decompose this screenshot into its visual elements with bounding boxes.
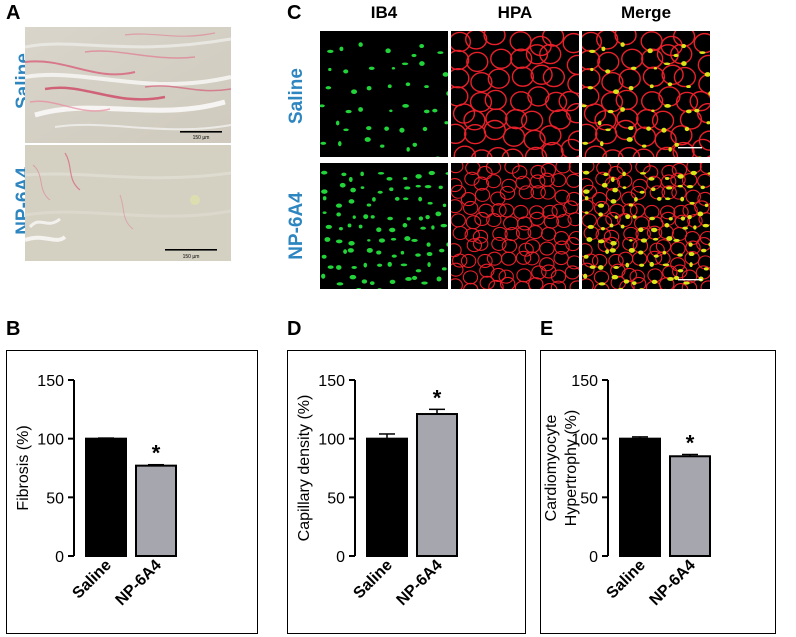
panel-c-column-ib4: IB4 <box>370 3 398 22</box>
panel-e-letter: E <box>540 318 554 340</box>
y-axis-label: Cardiomyocyte <box>543 415 560 522</box>
y-tick-label: 0 <box>589 549 598 566</box>
capillary-density-bar-chart: 0 50 100 150 Saline * NP-6A4 Capillary density … <box>287 350 526 634</box>
y-tick-label: 150 <box>318 373 345 390</box>
panel-c-column-hpa: HPA <box>497 3 533 22</box>
chart-frame <box>540 350 776 634</box>
y-axis-label: Hypertrophy (%) <box>563 410 580 526</box>
ib4-saline-image <box>319 31 455 172</box>
y-axis-label: Fibrosis (%) <box>15 425 32 510</box>
y-tick-label: 50 <box>580 490 598 507</box>
bar-saline <box>619 437 661 557</box>
scale-bar-label-saline: 150 µm <box>193 135 210 141</box>
panel-c-row-label-saline: Saline <box>286 68 307 124</box>
hpa-np6a4-image <box>446 159 585 298</box>
x-tick-label-saline: Saline <box>350 557 395 602</box>
x-tick-label-np-6a4: NP-6A4 <box>113 557 165 609</box>
x-tick-label-saline: Saline <box>69 557 114 602</box>
panel-c-letter: C <box>287 2 302 24</box>
y-tick-label: 50 <box>327 490 345 507</box>
y-tick-label: 150 <box>37 373 64 390</box>
x-tick-label-np-6a4: NP-6A4 <box>647 557 699 609</box>
panel-d-letter: D <box>287 318 302 340</box>
panel-b-letter: B <box>6 318 21 340</box>
x-tick-label-np-6a4: NP-6A4 <box>394 557 446 609</box>
y-tick-label: 100 <box>37 432 64 449</box>
scale-bar-label-np6a4: 150 µm <box>183 254 200 260</box>
masson-trichrome-np6a4-image: 150 µm <box>24 145 232 261</box>
x-tick-label-saline: Saline <box>603 557 648 602</box>
merge-np6a4-image <box>577 159 716 299</box>
bar-saline <box>366 437 408 557</box>
bar-np-6a4 <box>669 455 711 557</box>
significance-star: * <box>152 441 161 466</box>
ib4-np6a4-image <box>320 163 452 299</box>
hpa-saline-image <box>444 24 591 170</box>
y-axis-label: Capillary density (%) <box>296 395 313 542</box>
panel-c-column-merge: Merge <box>620 3 672 22</box>
bar-np-6a4 <box>416 413 458 557</box>
y-tick-label: 150 <box>571 373 598 390</box>
significance-star: * <box>433 385 442 410</box>
bar-saline <box>85 437 127 557</box>
bar-np-6a4 <box>135 464 177 557</box>
y-tick-label: 50 <box>46 490 64 507</box>
y-tick-label: 0 <box>55 549 64 566</box>
chart-frame <box>287 350 526 634</box>
cardiomyocyte-hypertrophy-bar-chart: 0 50 100 150 Saline * NP-6A4 Cardiomyocyte Hyper… <box>540 350 776 634</box>
significance-star: * <box>686 431 695 456</box>
chart-frame <box>6 350 258 634</box>
masson-trichrome-saline-image: 150 µm <box>24 27 232 143</box>
panel-c-row-label-np6a4: NP-6A4 <box>286 192 307 260</box>
panel-a-letter: A <box>6 2 21 24</box>
fibrosis-bar-chart: 0 50 100 150 Saline * NP-6A4 Fibrosis (%) <box>6 350 258 634</box>
y-tick-label: 100 <box>318 432 345 449</box>
merge-saline-image <box>575 24 722 172</box>
y-tick-label: 100 <box>571 432 598 449</box>
y-tick-label: 0 <box>336 549 345 566</box>
